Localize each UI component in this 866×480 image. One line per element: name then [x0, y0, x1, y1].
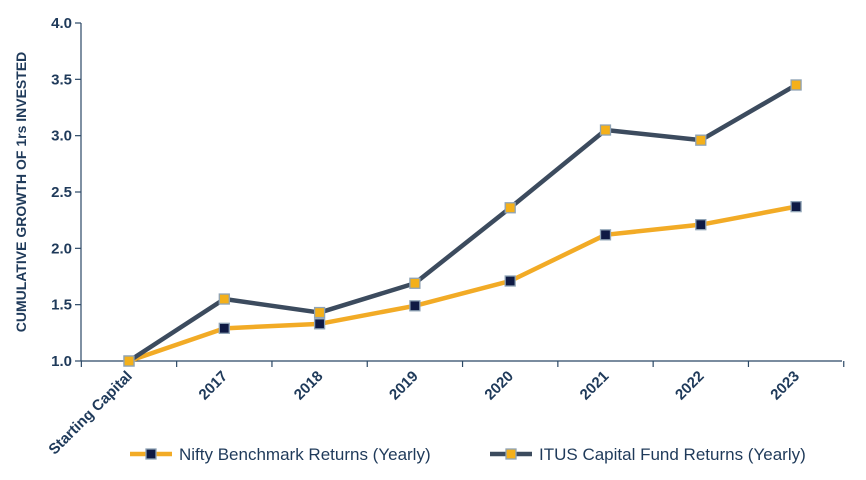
x-tick-label: 2018	[291, 368, 327, 404]
y-tick-label: 1.0	[51, 353, 72, 370]
data-point	[599, 124, 612, 136]
legend-item-1: Nifty Benchmark Returns (Yearly)	[130, 445, 431, 464]
y-tick-label: 3.0	[51, 128, 72, 145]
data-point	[218, 322, 230, 334]
data-point	[409, 277, 421, 289]
data-point	[695, 219, 707, 231]
y-axis-label: CUMULATIVE GROWTH OF 1rs INVESTED	[13, 52, 29, 333]
y-tick-label: 4.0	[51, 15, 72, 32]
data-point	[313, 318, 326, 330]
data-point	[409, 300, 421, 312]
axes	[75, 22, 845, 367]
data-point	[790, 79, 802, 91]
legend-label: ITUS Capital Fund Returns (Yearly)	[539, 445, 806, 464]
x-tick-label: 2017	[196, 368, 232, 404]
legend: Nifty Benchmark Returns (Yearly) ITUS Cap…	[130, 445, 806, 464]
y-tick-label: 2.0	[51, 240, 72, 257]
data-point	[599, 229, 612, 241]
y-tick-label: 3.5	[51, 71, 72, 88]
legend-marker	[145, 448, 157, 460]
data-point	[123, 355, 135, 367]
series-group	[123, 79, 802, 367]
data-point	[218, 293, 230, 305]
y-tick-label: 1.5	[51, 297, 72, 314]
data-point	[695, 134, 707, 146]
x-tick-label: 2022	[672, 368, 708, 404]
legend-item-2: ITUS Capital Fund Returns (Yearly)	[490, 445, 806, 464]
series-2	[123, 79, 802, 367]
y-tick-labels: 1.0 1.5 2.0 2.5 3.0 3.5 4.0	[51, 15, 72, 370]
data-point	[313, 306, 326, 319]
series-1	[123, 200, 802, 367]
legend-label: Nifty Benchmark Returns (Yearly)	[179, 445, 431, 464]
x-tick-label: 2023	[767, 368, 803, 404]
data-point	[790, 200, 802, 213]
legend-marker	[505, 448, 517, 460]
x-tick-label: Starting Capital	[45, 368, 135, 458]
x-tick-label: 2020	[481, 368, 517, 404]
x-tick-label: 2021	[577, 368, 613, 404]
data-point	[504, 202, 516, 214]
y-tick-label: 2.5	[51, 184, 72, 201]
series-line	[126, 204, 799, 364]
x-tick-label: 2019	[386, 368, 422, 404]
series-line	[126, 82, 799, 364]
data-point	[504, 275, 516, 287]
